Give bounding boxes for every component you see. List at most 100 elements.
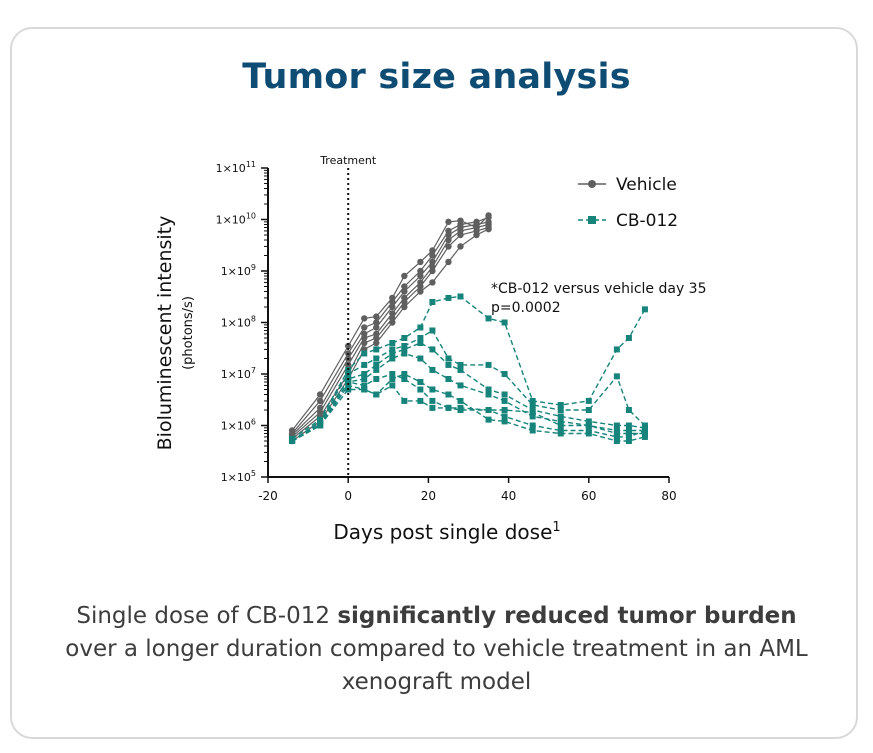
vehicle-point (401, 288, 408, 295)
cb012-point (613, 438, 620, 445)
x-tick-label: 40 (501, 489, 516, 503)
vehicle-point (373, 319, 380, 326)
series-layer (288, 212, 648, 445)
cb012-point (613, 346, 620, 353)
vehicle-point (485, 214, 492, 221)
cb012-point (429, 366, 436, 373)
cb012-point (501, 319, 508, 326)
cb012-point (417, 335, 424, 342)
cb012-point (429, 327, 436, 334)
vehicle-point (401, 303, 408, 311)
cb012-point (373, 391, 380, 398)
cb012-point (401, 397, 408, 404)
cb012-series (289, 293, 648, 442)
cb012-point (501, 413, 508, 420)
cb012-point (529, 402, 536, 409)
vehicle-point (417, 267, 424, 275)
y-tick-label: 1×109 (221, 263, 256, 278)
cb012-point (361, 361, 368, 368)
cb012-point (485, 391, 492, 398)
cb012-point (401, 371, 408, 377)
cb012-point (457, 397, 464, 404)
cb012-point (613, 422, 620, 429)
cb012-point (445, 404, 452, 411)
x-axis-label: Days post single dose1 (333, 520, 560, 544)
y-tick-label: 1×105 (221, 469, 256, 484)
legend-marker-circle (588, 180, 596, 188)
cb012-point (485, 361, 492, 368)
cb012-point (557, 422, 564, 429)
cb012-point (389, 375, 396, 382)
vehicle-point (429, 279, 436, 286)
cb012-point (417, 324, 424, 331)
vehicle-point (361, 334, 368, 342)
x-tick-label: 20 (421, 489, 436, 503)
vehicle-point (373, 334, 380, 342)
cb012-point (501, 391, 508, 398)
significance-annotation: *CB-012 versus vehicle day 35 p=0.0002 (491, 281, 707, 316)
vehicle-point (485, 225, 492, 233)
chart-caption: Single dose of CB-012 significantly redu… (40, 600, 833, 699)
caption-part1: Single dose of CB-012 (76, 603, 338, 629)
vehicle-point (429, 252, 436, 259)
vehicle-point (445, 243, 452, 250)
x-tick-label: 60 (581, 489, 596, 503)
chart-title: Tumor size analysis (242, 57, 631, 97)
cb012-point (641, 306, 648, 313)
cb012-point (389, 355, 396, 362)
cb012-point (457, 293, 464, 300)
vehicle-point (389, 310, 396, 317)
cb012-point (345, 378, 352, 385)
cb012-point (501, 418, 508, 425)
cb012-point (373, 366, 380, 373)
legend-label: CB-012 (616, 211, 678, 231)
cb012-point (557, 418, 564, 425)
cb012-point (389, 350, 396, 357)
cb012-point (485, 406, 492, 413)
y-axis-label: Bioluminescent intensity (154, 216, 176, 451)
cb012-point (501, 397, 508, 404)
vehicle-point (389, 303, 396, 311)
cb012-point (625, 430, 632, 437)
cb012-point (557, 402, 564, 409)
cb012-point (457, 406, 464, 413)
vehicle-point (429, 267, 436, 275)
vehicle-point (473, 231, 480, 239)
treatment-label: Treatment (319, 154, 377, 167)
y-tick-label: 1×106 (221, 418, 256, 433)
series-line (291, 329, 646, 442)
cb012-point (361, 350, 368, 357)
cb012-point (361, 375, 368, 382)
cb012-point (613, 373, 620, 380)
cb012-point (625, 433, 632, 440)
cb012-point (429, 386, 436, 393)
vehicle-point (361, 315, 368, 322)
vehicle-point (417, 272, 424, 280)
cb012-point (485, 386, 492, 393)
cb012-point (445, 361, 452, 368)
caption-part2: over a longer duration compared to vehic… (65, 636, 808, 695)
y-tick-label: 1×1011 (216, 160, 256, 175)
cb012-point (529, 422, 536, 429)
cb012-point (613, 430, 620, 437)
y-tick-label: 1×108 (221, 315, 256, 330)
x-tick-label: -20 (258, 489, 278, 503)
cb012-point (625, 406, 632, 413)
vehicle-point (373, 313, 380, 320)
cb012-point (373, 355, 380, 362)
vehicle-point (345, 342, 352, 350)
cb012-point (557, 413, 564, 420)
y-tick-label: 1×1010 (216, 212, 256, 227)
vehicle-point (417, 258, 424, 266)
cb012-point (429, 397, 436, 404)
cb012-point (389, 371, 396, 377)
cb012-point (585, 430, 592, 437)
vehicle-point (361, 339, 368, 347)
cb012-point (373, 375, 380, 382)
cb012-point (457, 382, 464, 389)
cb012-point (417, 339, 424, 346)
cb012-point (389, 382, 396, 389)
x-tick-label: 80 (661, 489, 676, 503)
cb012-point (401, 350, 408, 357)
cb012-point (445, 375, 452, 382)
